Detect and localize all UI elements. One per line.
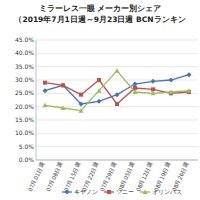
grid-line	[36, 40, 198, 41]
data-point	[133, 90, 138, 95]
y-tick-label: 15.0%	[15, 116, 34, 123]
y-tick-label: 45.0%	[15, 36, 34, 43]
data-point	[169, 78, 174, 83]
title: ミラーレス一眼 メーカー別シェア	[39, 4, 162, 13]
data-point	[187, 72, 192, 77]
x-tick-label: 07月01日週	[27, 161, 46, 193]
subtitle: （2019年7月1日週～9月23日週 BCNランキン	[14, 15, 185, 24]
grid-line	[36, 160, 198, 161]
data-point	[97, 99, 102, 104]
y-tick-label: 40.0%	[15, 49, 34, 56]
data-point	[61, 106, 66, 111]
data-point	[187, 88, 192, 93]
legend-label: ソニー	[116, 188, 134, 195]
y-tick-label: 5.0%	[19, 143, 35, 150]
y-tick-label: 25.0%	[15, 89, 34, 96]
y-tick-label: 35.0%	[15, 63, 34, 70]
data-point	[115, 68, 120, 73]
y-tick-label: 20.0%	[15, 103, 34, 110]
data-point	[43, 81, 47, 85]
plot-area	[43, 68, 192, 113]
data-point	[79, 102, 84, 107]
legend-label: キヤノン	[74, 188, 98, 195]
grid-line	[36, 133, 198, 134]
data-point	[43, 103, 48, 108]
data-point	[115, 102, 119, 106]
grid-line	[36, 120, 198, 121]
legend-marker	[143, 190, 148, 195]
x-tick-label: 07月08日週	[45, 161, 64, 193]
data-point	[79, 93, 83, 97]
data-point	[169, 90, 174, 95]
y-tick-label: 0.0%	[19, 156, 35, 163]
data-point	[151, 91, 156, 96]
y-axis	[36, 40, 37, 160]
data-point	[43, 88, 48, 93]
grid-line	[36, 66, 198, 67]
data-point	[97, 78, 101, 82]
y-tick-label: 10.0%	[15, 129, 34, 136]
x-axis	[36, 160, 198, 161]
data-point	[61, 83, 66, 88]
chart: ミラーレス一眼 メーカー別シェア （2019年7月1日週～9月23日週 BCNラン…	[0, 0, 200, 200]
data-point	[133, 82, 138, 87]
grid-line	[36, 146, 198, 147]
series-line	[45, 75, 189, 104]
data-point	[151, 87, 155, 91]
data-point	[151, 79, 156, 84]
data-point	[61, 83, 65, 87]
legend-marker	[65, 190, 70, 195]
series-line	[45, 71, 189, 111]
data-point	[79, 108, 84, 113]
data-point	[97, 88, 102, 93]
legend-marker	[107, 190, 111, 194]
grid-line	[36, 53, 198, 54]
data-point	[115, 92, 120, 97]
legend-label: オリンパス	[152, 188, 182, 195]
y-tick-label: 30.0%	[15, 76, 34, 83]
